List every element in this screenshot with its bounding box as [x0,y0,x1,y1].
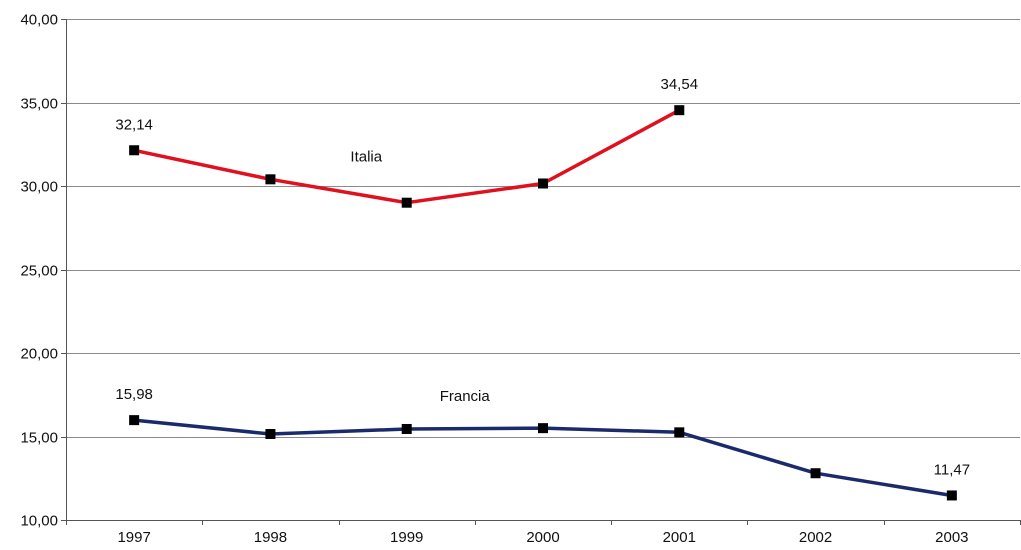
x-tick-label: 2000 [526,529,559,546]
y-tick-label: 10,00 [20,513,58,530]
data-point-italia [538,178,548,189]
data-point-italia [129,145,140,156]
data-label: 11,47 [934,461,970,478]
series-label-italia: Italia [350,148,382,165]
series-line-italia [133,108,681,205]
data-point-francia [538,423,548,434]
x-tick-label: 2002 [799,529,832,546]
data-point-francia [946,490,957,501]
label-layer: 10,00 15,00 20,00 25,00 30,00 35,00 40,00 1997 1… [20,12,970,547]
x-tick-label: 1998 [254,529,287,546]
data-point-francia [401,423,412,434]
data-point-francia [810,468,821,479]
y-tick-label: 30,00 [20,179,58,196]
axis-layer [61,19,1021,525]
data-point-francia [674,427,685,438]
x-tick-label: 1997 [117,529,150,546]
data-label: 15,98 [115,386,153,403]
y-tick-label: 35,00 [20,96,58,113]
series-layer [129,105,957,501]
y-tick-label: 20,00 [20,346,58,363]
y-tick-label: 15,00 [20,430,58,447]
y-tick-label: 25,00 [20,263,58,280]
grid-layer [66,19,1020,438]
y-tick-label: 40,00 [20,12,58,29]
data-point-francia [265,428,276,439]
data-label: 34,54 [661,76,699,93]
data-point-italia [265,174,276,185]
data-point-italia [674,105,685,116]
data-point-italia [401,197,412,208]
x-tick-label: 1999 [390,529,423,546]
data-label: 32,14 [115,116,153,133]
x-tick-label: 2001 [663,529,696,546]
x-tick-label: 2003 [935,529,968,546]
series-label-francia: Francia [440,388,491,405]
data-point-francia [129,415,140,426]
